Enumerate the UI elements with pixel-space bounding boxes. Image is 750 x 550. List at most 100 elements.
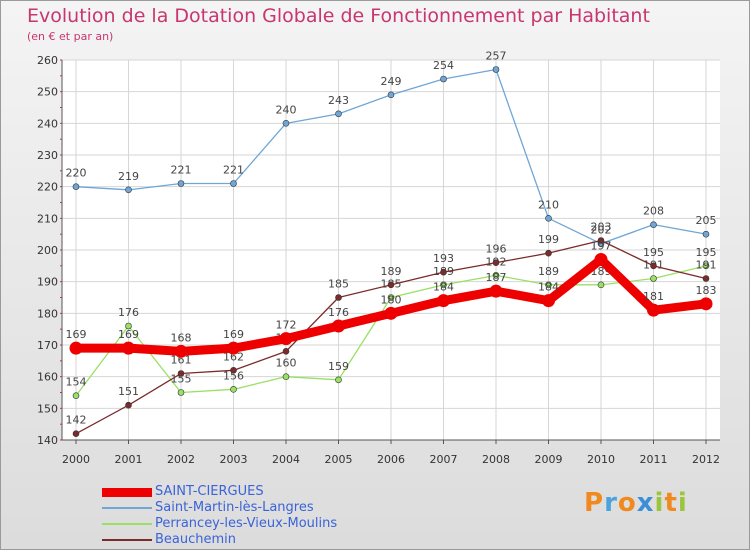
legend-swatch xyxy=(102,539,152,541)
data-point-beauchemin xyxy=(545,249,552,257)
data-point-beauchemin xyxy=(125,401,132,409)
data-point-saint-martin-l-s-langres xyxy=(282,120,290,127)
data-label-beauchemin: 185 xyxy=(328,278,349,291)
data-point-perrancey-les-vieux-moulins xyxy=(650,275,657,282)
y-tick-label: 140 xyxy=(37,434,58,447)
proxiti-logo: Proxiti xyxy=(584,488,688,518)
data-label-perrancey-les-vieux-moulins: 155 xyxy=(171,373,192,386)
data-label-beauchemin: 199 xyxy=(538,233,559,246)
legend-label: Beauchemin xyxy=(155,532,237,547)
data-point-perrancey-les-vieux-moulins xyxy=(492,272,500,279)
legend-label: SAINT-CIERGUES xyxy=(155,484,264,499)
logo-letter: i xyxy=(677,488,688,518)
logo-letter: i xyxy=(654,488,665,518)
legend-swatch xyxy=(102,507,152,509)
data-label-perrancey-les-vieux-moulins: 154 xyxy=(66,376,87,389)
data-point-saint-martin-l-s-langres xyxy=(440,75,447,83)
data-label-perrancey-les-vieux-moulins: 159 xyxy=(328,360,349,373)
data-point-saint-martin-l-s-langres xyxy=(72,183,80,190)
data-point-beauchemin xyxy=(650,262,657,270)
data-point-saint-ciergues xyxy=(384,306,398,320)
data-label-perrancey-les-vieux-moulins: 195 xyxy=(696,246,717,259)
data-point-saint-martin-l-s-langres xyxy=(387,91,395,99)
data-label-saint-martin-l-s-langres: 205 xyxy=(696,214,717,227)
data-label-saint-martin-l-s-langres: 221 xyxy=(171,164,192,177)
logo-letter: o xyxy=(617,488,637,518)
data-point-saint-martin-l-s-langres xyxy=(702,230,710,238)
data-label-saint-martin-l-s-langres: 220 xyxy=(66,167,87,180)
x-tick-label: 2004 xyxy=(272,453,300,466)
data-point-perrancey-les-vieux-moulins xyxy=(177,389,185,396)
y-tick-label: 160 xyxy=(37,371,58,384)
y-tick-label: 220 xyxy=(37,181,58,194)
data-point-beauchemin xyxy=(72,430,80,437)
x-tick-label: 2005 xyxy=(325,453,353,466)
data-label-saint-ciergues: 181 xyxy=(643,290,664,303)
data-label-saint-martin-l-s-langres: 249 xyxy=(381,75,402,88)
legend-swatch xyxy=(102,523,152,525)
data-point-perrancey-les-vieux-moulins xyxy=(545,281,552,289)
data-point-perrancey-les-vieux-moulins xyxy=(282,373,290,380)
data-point-saint-ciergues xyxy=(279,332,293,346)
legend-item: Saint-Martin-lès-Langres xyxy=(102,500,337,516)
x-tick-label: 2001 xyxy=(115,453,143,466)
x-tick-label: 2003 xyxy=(220,453,248,466)
data-point-saint-ciergues xyxy=(699,297,713,311)
x-tick-label: 2002 xyxy=(167,453,195,466)
data-point-saint-martin-l-s-langres xyxy=(492,66,500,73)
legend: SAINT-CIERGUES Saint-Martin-lès-Langres Pe… xyxy=(102,484,337,548)
data-label-saint-ciergues: 187 xyxy=(486,271,507,284)
data-point-beauchemin xyxy=(702,275,710,282)
y-tick-label: 210 xyxy=(37,212,58,225)
data-label-beauchemin: 196 xyxy=(486,243,507,256)
data-label-saint-martin-l-s-langres: 208 xyxy=(643,205,664,218)
data-point-beauchemin xyxy=(440,268,447,276)
data-label-perrancey-les-vieux-moulins: 160 xyxy=(276,357,297,370)
legend-item: Perrancey-les-Vieux-Moulins xyxy=(102,516,337,532)
data-point-saint-martin-l-s-langres xyxy=(545,215,552,222)
data-point-saint-martin-l-s-langres xyxy=(335,110,342,118)
data-point-saint-ciergues xyxy=(542,294,555,308)
data-label-saint-martin-l-s-langres: 257 xyxy=(486,50,507,63)
data-point-beauchemin xyxy=(230,367,237,374)
data-label-beauchemin: 142 xyxy=(66,414,87,427)
data-point-perrancey-les-vieux-moulins xyxy=(230,386,237,393)
data-label-saint-martin-l-s-langres: 202 xyxy=(591,224,612,237)
data-label-beauchemin: 191 xyxy=(696,259,717,272)
data-label-saint-martin-l-s-langres: 221 xyxy=(223,164,244,177)
data-point-beauchemin xyxy=(335,294,342,301)
data-point-saint-ciergues xyxy=(122,341,135,355)
logo-letter: P xyxy=(584,488,605,518)
data-label-saint-ciergues: 184 xyxy=(538,281,559,294)
data-label-beauchemin: 189 xyxy=(381,265,402,278)
data-label-saint-ciergues: 169 xyxy=(118,328,139,341)
data-point-perrancey-les-vieux-moulins xyxy=(335,376,342,384)
data-point-saint-martin-l-s-langres xyxy=(125,186,132,194)
data-point-saint-ciergues xyxy=(647,303,660,317)
data-label-beauchemin: 161 xyxy=(171,354,192,367)
data-point-perrancey-les-vieux-moulins xyxy=(597,281,605,289)
y-tick-label: 250 xyxy=(37,86,58,99)
chart-subtitle: (en € et par an) xyxy=(27,30,114,43)
data-label-saint-ciergues: 169 xyxy=(66,328,87,341)
data-label-saint-ciergues: 176 xyxy=(328,306,349,319)
data-label-saint-martin-l-s-langres: 240 xyxy=(276,103,297,116)
x-tick-label: 2012 xyxy=(692,453,720,466)
x-tick-label: 2010 xyxy=(587,453,615,466)
y-tick-label: 240 xyxy=(37,117,58,130)
data-point-perrancey-les-vieux-moulins xyxy=(387,294,395,301)
data-label-saint-ciergues: 183 xyxy=(696,284,717,297)
y-tick-label: 150 xyxy=(37,402,58,415)
data-label-beauchemin: 162 xyxy=(223,350,244,363)
data-point-saint-ciergues xyxy=(69,341,83,355)
data-point-beauchemin xyxy=(492,259,500,266)
data-label-beauchemin: 203 xyxy=(591,221,612,234)
legend-label: Perrancey-les-Vieux-Moulins xyxy=(155,516,338,531)
data-label-perrancey-les-vieux-moulins: 189 xyxy=(538,265,559,278)
data-point-perrancey-les-vieux-moulins xyxy=(125,322,132,330)
legend-swatch xyxy=(102,487,152,497)
legend-item: Beauchemin xyxy=(102,532,337,548)
data-label-saint-ciergues: 172 xyxy=(276,319,297,332)
